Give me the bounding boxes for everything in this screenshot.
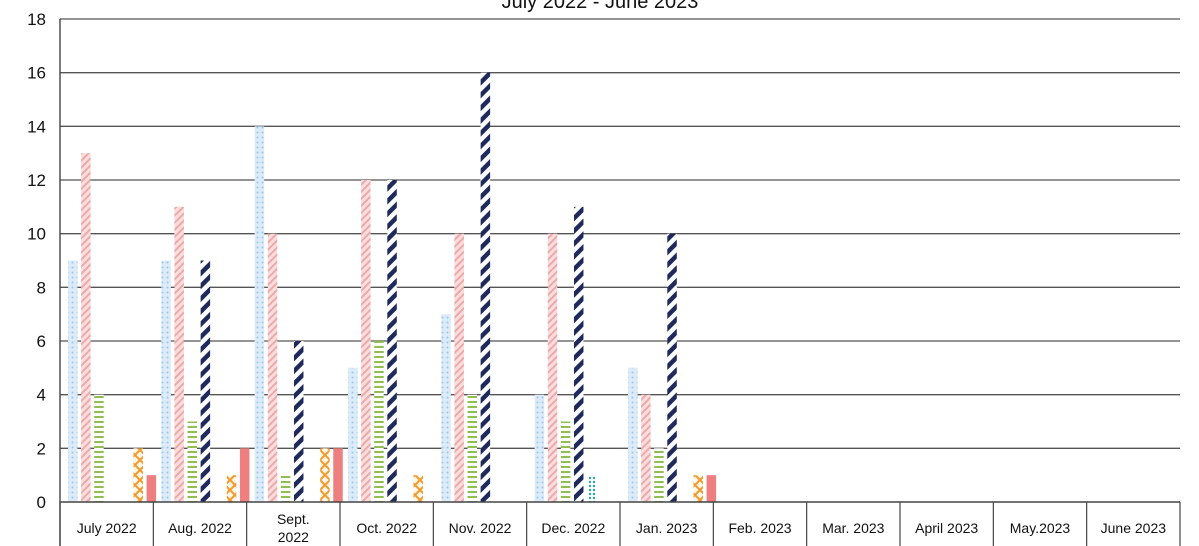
bar [441, 314, 451, 502]
bar [587, 475, 597, 502]
y-tick-label: 10 [27, 225, 46, 244]
bar [239, 448, 250, 502]
x-tick-label: Nov. 2022 [449, 520, 512, 536]
bar [573, 206, 584, 503]
x-tick-label: Oct. 2022 [356, 520, 417, 536]
bar [413, 475, 423, 502]
x-axis: July 2022 Aug. 2022 Sept. 2022 Oct. 2022 Nov.… [59, 19, 1181, 546]
y-tick-label: 6 [37, 332, 46, 351]
bar [480, 72, 491, 503]
bar [254, 126, 265, 502]
x-tick-label: Mar. 2023 [822, 520, 884, 536]
bar [174, 206, 184, 503]
bar [387, 180, 397, 502]
bar [560, 421, 571, 502]
bars [68, 72, 717, 503]
bar [68, 260, 78, 502]
bar [374, 341, 384, 502]
bar [467, 394, 478, 502]
x-tick-label: June 2023 [1101, 520, 1167, 536]
bar [94, 394, 104, 502]
y-tick-label: 18 [27, 10, 46, 29]
x-tick-label: April 2023 [915, 520, 978, 536]
y-tick-label: 14 [27, 117, 46, 136]
x-tick-label: May.2023 [1010, 520, 1071, 536]
bar [361, 180, 371, 502]
bar [547, 233, 558, 502]
y-tick-label: 8 [37, 278, 46, 297]
bar [133, 448, 143, 502]
y-tick-label: 2 [37, 439, 46, 458]
bar [641, 394, 651, 502]
x-tick-label: July 2022 [77, 520, 137, 536]
x-tick-label: Sept. [277, 511, 310, 527]
bar [454, 233, 464, 502]
bar [628, 367, 638, 502]
bar [187, 421, 198, 502]
y-axis-ticks: 0 2 4 6 8 10 12 14 16 18 [27, 10, 46, 512]
x-tick-label: 2022 [278, 529, 309, 545]
y-tick-label: 4 [37, 386, 46, 405]
bar [320, 448, 330, 502]
bar [200, 260, 211, 502]
x-tick-label: Aug. 2022 [168, 520, 232, 536]
gridlines [60, 18, 1180, 449]
bar [146, 475, 157, 502]
bar [226, 475, 237, 502]
bar [267, 233, 278, 502]
bar [654, 448, 664, 502]
bar [534, 394, 545, 502]
bar [81, 153, 91, 502]
x-tick-label: Jan. 2023 [636, 520, 698, 536]
bar [667, 233, 677, 502]
bar [293, 341, 304, 502]
bar [693, 475, 703, 502]
bar [348, 367, 358, 502]
bar [161, 260, 171, 502]
x-tick-label: Feb. 2023 [728, 520, 791, 536]
chart-title: July 2022 - June 2023 [502, 0, 699, 13]
bar [706, 475, 717, 502]
y-tick-label: 0 [37, 493, 46, 512]
y-tick-label: 16 [27, 64, 46, 83]
bar [333, 448, 343, 502]
x-tick-label: Dec. 2022 [541, 520, 605, 536]
bar [280, 475, 291, 502]
y-tick-label: 12 [27, 171, 46, 190]
